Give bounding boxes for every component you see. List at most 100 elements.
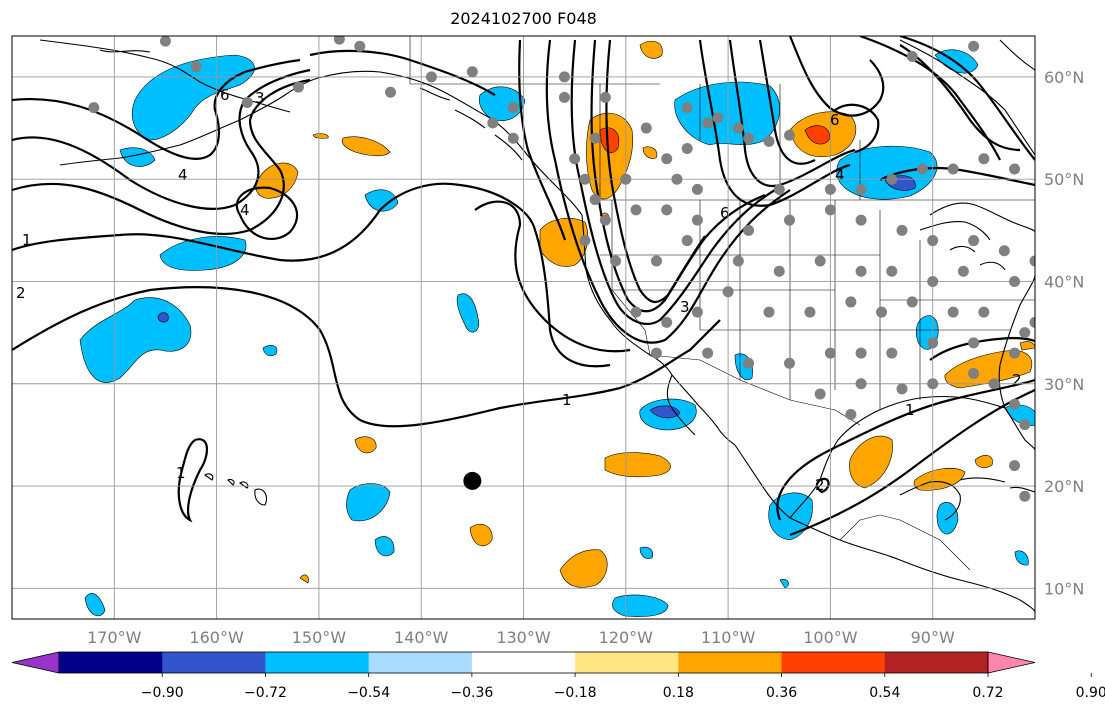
- coastline-layer: [39, 39, 1035, 613]
- station-dot: [947, 163, 959, 175]
- station-dot: [906, 50, 918, 62]
- longitude-tick-label: 160°W: [189, 628, 244, 647]
- station-dot: [650, 347, 662, 359]
- neg-shade: [374, 536, 395, 557]
- station-dot: [691, 214, 703, 226]
- contour-line: [309, 49, 496, 96]
- pos-shade: [1019, 341, 1035, 351]
- contour-line: [12, 286, 721, 428]
- contour-line: [474, 200, 631, 353]
- contour-line: [177, 438, 208, 523]
- station-dot: [783, 214, 795, 226]
- colorbar-tick-label: 0.72: [972, 685, 1003, 701]
- contour-line: [929, 336, 1035, 361]
- station-dot: [702, 117, 714, 129]
- colorbar-tick-label: −0.72: [244, 685, 287, 701]
- pos-shade: [341, 136, 391, 157]
- pos-shade: [974, 455, 993, 469]
- station-dot: [292, 81, 304, 93]
- contour-line: [12, 182, 611, 368]
- station-dot: [681, 102, 693, 114]
- station-dot: [855, 183, 867, 195]
- colorbar-tick-label: 0.36: [766, 685, 797, 701]
- station-dot: [681, 235, 693, 247]
- station-dot: [947, 306, 959, 318]
- latitude-tick-label: 50°N: [1044, 170, 1084, 189]
- colorbar-band: [162, 652, 266, 673]
- station-dot: [998, 245, 1010, 257]
- station-dot: [886, 265, 898, 277]
- station-dot: [968, 40, 980, 52]
- colorbar-tick-label: 0.54: [869, 685, 900, 701]
- neg-shade: [639, 546, 653, 559]
- station-dot: [661, 153, 673, 165]
- contour-label: 1: [905, 401, 915, 419]
- contour-label: 2: [16, 284, 26, 302]
- station-dot: [1029, 316, 1035, 328]
- pos-shade: [849, 435, 893, 489]
- station-dot: [927, 275, 939, 287]
- station-dot: [845, 408, 857, 420]
- station-dot: [589, 132, 601, 144]
- station-dot: [558, 71, 570, 83]
- station-dot: [661, 316, 673, 328]
- colorbar-tick-label: −0.90: [141, 685, 184, 701]
- station-dot: [957, 265, 969, 277]
- contour-line: [899, 44, 1021, 152]
- station-dot: [691, 306, 703, 318]
- gridlines: [12, 36, 1035, 619]
- station-dot: [385, 86, 397, 98]
- latitude-tick-label: 30°N: [1044, 375, 1084, 394]
- pos-shade: [255, 162, 299, 199]
- station-dot: [743, 357, 755, 369]
- contour-label: 2: [1012, 371, 1022, 389]
- contour-labels: 1 1 1 1 2 2 2 3 3 4 4 4 6 6 6: [16, 86, 1022, 494]
- latitude-tick-label: 20°N: [1044, 477, 1084, 496]
- pos-shade: [604, 452, 671, 478]
- station-dot: [722, 286, 734, 298]
- station-dot: [743, 132, 755, 144]
- neg-shade: [262, 345, 278, 357]
- station-dot: [1019, 419, 1031, 431]
- contour-line: [570, 39, 776, 326]
- station-dot: [824, 204, 836, 216]
- pos-shade: [639, 40, 663, 59]
- station-dot: [190, 61, 202, 73]
- station-dot: [814, 388, 826, 400]
- pos-shade: [299, 574, 309, 584]
- contour-line: [776, 378, 1035, 521]
- station-dot: [466, 66, 478, 78]
- station-dot: [650, 255, 662, 267]
- station-dot: [824, 347, 836, 359]
- station-dot: [487, 117, 499, 129]
- station-dot: [599, 91, 611, 103]
- station-dot: [763, 306, 775, 318]
- pos-shade: [559, 549, 608, 588]
- longitude-tick-label: 140°W: [394, 628, 449, 647]
- station-dot: [640, 122, 652, 134]
- station-dot: [886, 173, 898, 185]
- contour-label: 6: [830, 111, 840, 129]
- contour-label: 6: [720, 204, 730, 222]
- station-dot: [968, 337, 980, 349]
- contour-line: [235, 186, 299, 241]
- contour-line: [834, 103, 880, 154]
- station-dot: [610, 255, 622, 267]
- neg-shade: [84, 593, 106, 617]
- longitude-tick-label: 90°W: [911, 628, 955, 647]
- station-dot: [763, 135, 775, 147]
- station-dot: [876, 306, 888, 318]
- station-dot: [896, 224, 908, 236]
- colorbar-band: [781, 652, 886, 673]
- colorbar-tick-label: 0.18: [663, 685, 694, 701]
- station-dot: [1009, 163, 1021, 175]
- station-dot: [927, 378, 939, 390]
- contour-label: 4: [835, 166, 845, 184]
- map-frame: [11, 35, 1036, 620]
- pos-shade: [599, 127, 620, 153]
- colorbar-band: [471, 652, 576, 673]
- station-dot: [896, 383, 908, 395]
- station-dot: [569, 153, 581, 165]
- pos-shade: [642, 146, 658, 159]
- contour-line: [698, 39, 851, 207]
